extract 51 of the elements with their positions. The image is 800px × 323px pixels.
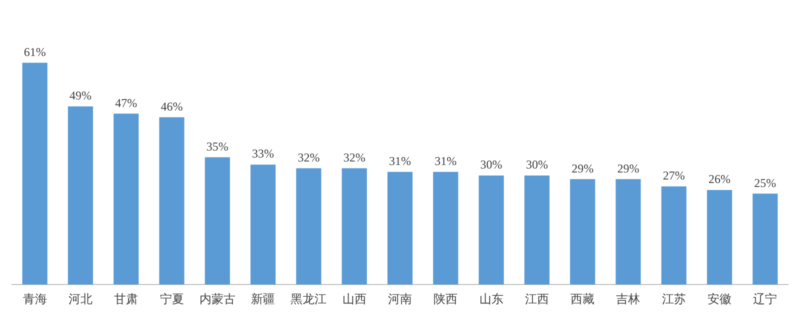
bar xyxy=(68,106,94,285)
x-tick-label: 宁夏 xyxy=(160,292,184,306)
data-label: 47% xyxy=(115,96,138,110)
bar xyxy=(22,62,48,285)
bar xyxy=(250,164,276,285)
data-label: 46% xyxy=(160,99,183,114)
data-label: 30% xyxy=(526,158,548,172)
x-tick-label: 西藏 xyxy=(570,292,595,306)
data-label: 26% xyxy=(708,172,731,186)
bar xyxy=(661,186,686,285)
data-label: 35% xyxy=(206,139,228,154)
x-tick-label: 安徽 xyxy=(708,292,732,306)
data-label: 61% xyxy=(24,44,46,59)
data-label: 30% xyxy=(480,158,502,172)
data-label: 31% xyxy=(434,154,457,168)
x-tick-label: 内蒙古 xyxy=(199,292,236,306)
x-tick-label: 新疆 xyxy=(251,292,276,306)
x-tick-label: 江苏 xyxy=(662,292,686,306)
bar xyxy=(752,194,778,285)
data-label: 29% xyxy=(617,161,640,176)
data-label: 49% xyxy=(69,88,92,103)
bar xyxy=(296,168,322,285)
data-label: 32% xyxy=(343,150,366,164)
data-label: 33% xyxy=(252,146,274,161)
x-tick-label: 山东 xyxy=(479,292,504,306)
bar xyxy=(204,157,230,285)
bar xyxy=(433,172,458,285)
bar xyxy=(570,179,596,285)
bar xyxy=(478,175,504,285)
bar xyxy=(159,117,184,285)
x-tick-label: 青海 xyxy=(22,292,47,306)
data-label: 32% xyxy=(298,150,320,164)
data-label: 25% xyxy=(754,176,776,190)
bar xyxy=(387,172,413,285)
data-label: 29% xyxy=(572,161,594,176)
x-tick-label: 黑龙江 xyxy=(290,292,327,306)
bar xyxy=(342,168,367,285)
bar xyxy=(524,175,550,285)
x-tick-label: 辽宁 xyxy=(753,292,778,306)
x-tick-label: 山西 xyxy=(342,292,366,306)
bar xyxy=(616,179,641,285)
bar xyxy=(706,190,732,285)
x-tick-label: 河北 xyxy=(68,292,92,306)
data-label: 31% xyxy=(389,154,411,168)
x-tick-label: 陕西 xyxy=(434,292,458,306)
x-tick-label: 甘肃 xyxy=(114,292,138,306)
data-label: 27% xyxy=(662,168,685,183)
bar xyxy=(114,114,139,285)
x-tick-label: 河南 xyxy=(388,292,412,306)
x-tick-label: 吉林 xyxy=(616,292,640,306)
x-tick-label: 江西 xyxy=(524,292,549,306)
